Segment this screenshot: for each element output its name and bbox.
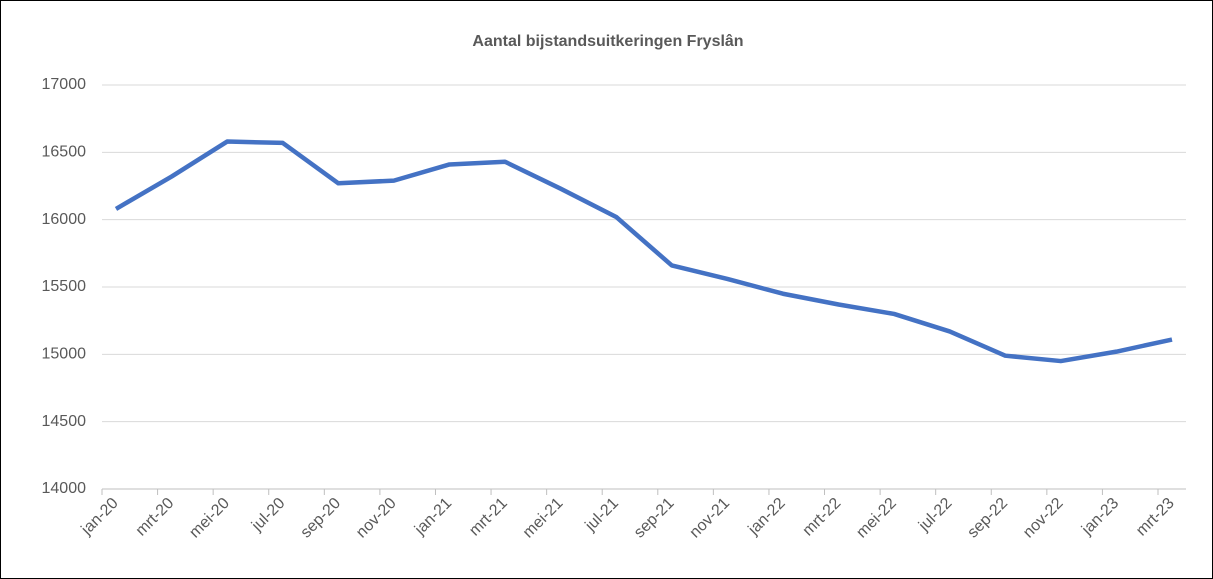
chart-title: Aantal bijstandsuitkeringen Fryslân: [472, 33, 743, 50]
y-tick-label: 14000: [42, 480, 87, 497]
y-tick-label: 16000: [42, 211, 87, 228]
y-tick-label: 15000: [42, 346, 87, 363]
y-tick-label: 15500: [42, 278, 87, 295]
line-series: [114, 139, 1173, 364]
y-tick-label: 17000: [42, 76, 87, 93]
y-tick-label: 14500: [42, 413, 87, 430]
y-tick-label: 16500: [42, 144, 87, 161]
